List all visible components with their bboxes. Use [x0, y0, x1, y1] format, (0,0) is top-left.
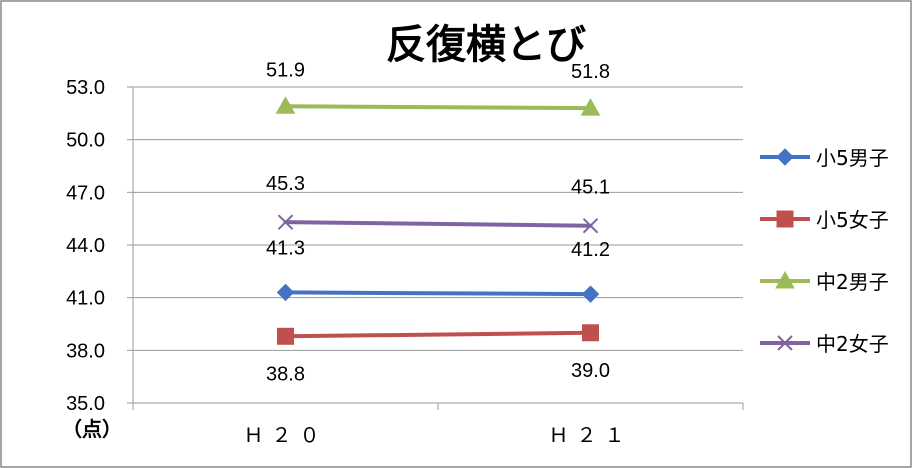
legend-label: 小5男子	[816, 146, 889, 170]
legend-label: 小5女子	[816, 208, 889, 232]
series-point	[776, 148, 794, 166]
data-label: 38.8	[266, 363, 305, 385]
y-tick-label: 44.0	[66, 235, 105, 257]
legend-item: 小5女子	[760, 208, 889, 232]
legend-item: 中2男子	[760, 270, 889, 294]
y-tick-label: 35.0	[66, 393, 105, 415]
series-line	[283, 104, 593, 111]
series-point	[582, 217, 599, 234]
series-point	[275, 96, 296, 114]
series-point	[277, 327, 294, 345]
series-point	[580, 98, 601, 116]
data-label: 41.3	[266, 237, 305, 259]
y-tick-label: 50.0	[66, 130, 105, 152]
y-unit-label: （点）	[62, 417, 122, 441]
series-point-stroke	[777, 335, 793, 351]
series-line	[283, 220, 593, 228]
data-label: 41.2	[571, 239, 610, 261]
series-line	[283, 330, 593, 339]
x-category-label: Ｈ２１	[549, 423, 633, 447]
legend-item: 中2女子	[760, 332, 889, 356]
legend-item: 小5男子	[760, 146, 889, 170]
y-tick-label: 41.0	[66, 288, 105, 310]
grid-lines	[133, 86, 743, 404]
series-point	[581, 285, 600, 303]
series-layer	[275, 96, 601, 345]
y-tick-label: 47.0	[66, 182, 105, 204]
data-labels: 41.3 41.2 38.8 39.0 51.9 51.8 45.3 45.1	[266, 59, 610, 385]
series-point	[582, 324, 599, 342]
series-point	[276, 283, 295, 302]
series-point-stroke	[277, 214, 294, 230]
data-label: 51.8	[571, 61, 610, 83]
legend-label: 中2男子	[816, 270, 889, 294]
chart-title: 反復横とび	[386, 22, 586, 68]
data-label: 45.1	[571, 177, 610, 199]
data-label: 39.0	[571, 360, 610, 382]
y-tick-label: 38.0	[66, 340, 105, 362]
data-label: 45.3	[266, 173, 305, 195]
y-tick-label: 53.0	[66, 77, 105, 99]
series-point-stroke	[582, 217, 599, 234]
series-point	[277, 214, 294, 230]
series-point	[775, 270, 795, 289]
legend-label: 中2女子	[816, 332, 889, 356]
data-label: 51.9	[266, 59, 305, 81]
series-point	[777, 335, 793, 351]
axes: 35.0 38.0 41.0 44.0 47.0 50.0 53.0 Ｈ２０ Ｈ２１	[66, 77, 744, 447]
series-line	[283, 290, 593, 297]
x-category-label: Ｈ２０	[244, 423, 328, 447]
series-point	[776, 210, 794, 228]
